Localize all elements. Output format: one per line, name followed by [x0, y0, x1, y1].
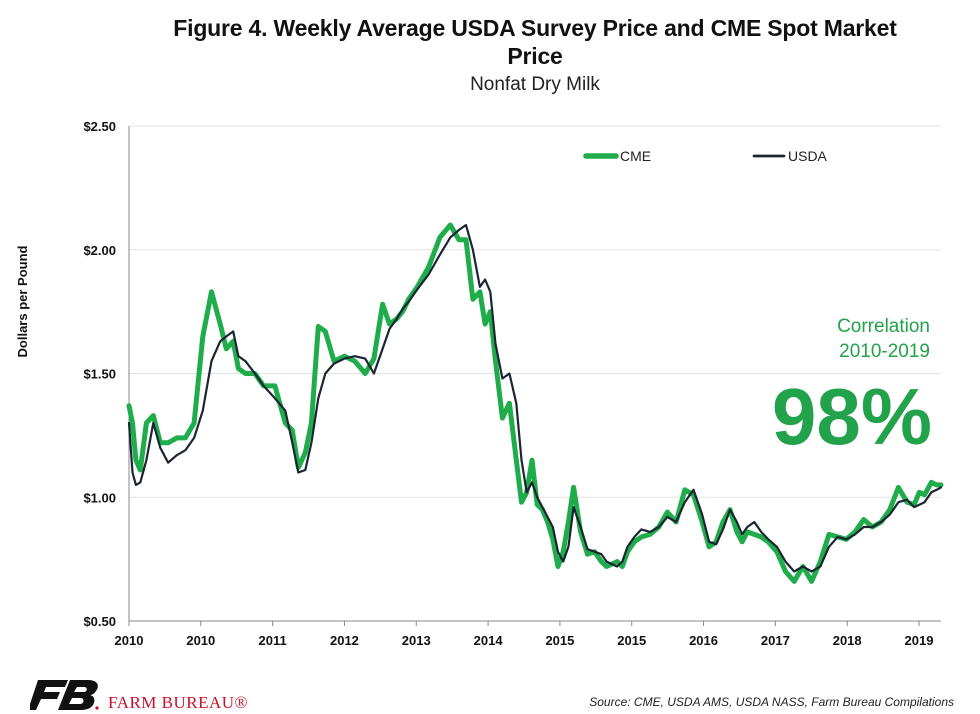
chart-title: Figure 4. Weekly Average USDA Survey Pri…	[90, 14, 980, 70]
series-line-usda	[127, 223, 943, 573]
x-tick-label: 2017	[761, 633, 790, 648]
chart-title-line2: Price	[507, 43, 563, 69]
x-tick-label: 2013	[402, 633, 431, 648]
correlation-label-line1: Correlation	[837, 316, 930, 337]
x-tick-label: 2010	[186, 633, 215, 648]
x-tick-label: 2015	[617, 633, 646, 648]
legend-label-cme: CME	[620, 148, 651, 164]
y-tick-label: $1.00	[83, 490, 116, 505]
x-tick-label: 2019	[905, 633, 934, 648]
farm-bureau-logo-icon	[30, 680, 99, 710]
x-tick-label: 2010	[115, 633, 144, 648]
y-tick-label: $2.00	[83, 243, 116, 258]
correlation-label-line2: 2010-2019	[839, 341, 930, 362]
x-tick-label: 2011	[259, 633, 287, 648]
x-tick-label: 2014	[474, 633, 504, 648]
legend-label-usda: USDA	[788, 148, 828, 164]
brand-name: FARM BUREAU®	[108, 693, 248, 712]
correlation-label: Correlation 2010-2019	[837, 314, 930, 364]
chart-title-line1: Figure 4. Weekly Average USDA Survey Pri…	[173, 15, 897, 41]
correlation-value: 98%	[771, 372, 932, 461]
x-tick-label: 2018	[833, 633, 862, 648]
x-tick-label: 2012	[330, 633, 359, 648]
source-note: Source: CME, USDA AMS, USDA NASS, Farm B…	[589, 695, 954, 709]
y-tick-label: $0.50	[83, 614, 116, 629]
chart-subtitle: Nonfat Dry Milk	[470, 74, 600, 95]
y-axis-label: Dollars per Pound	[15, 245, 30, 357]
x-tick-label: 2015	[545, 633, 574, 648]
x-tick-label: 2016	[689, 633, 718, 648]
y-tick-label: $2.50	[83, 119, 116, 134]
y-tick-label: $1.50	[83, 367, 116, 382]
